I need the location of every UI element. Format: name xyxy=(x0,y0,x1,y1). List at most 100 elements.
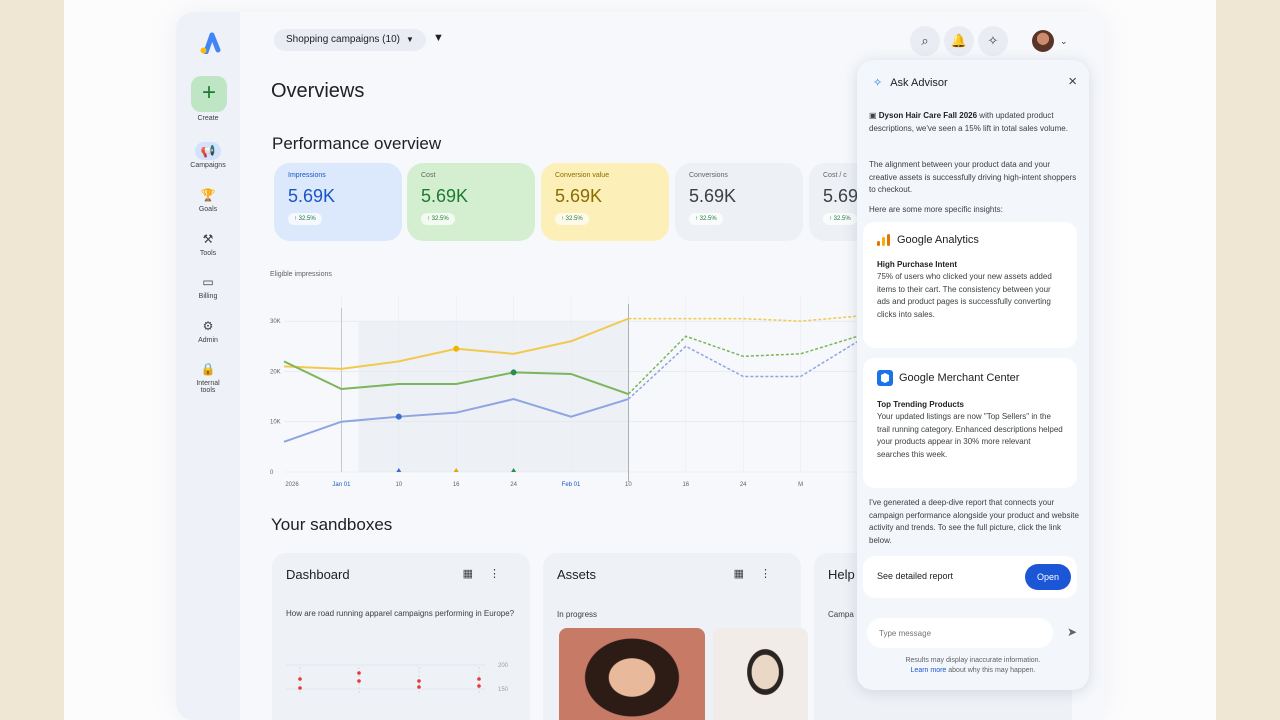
message-input[interactable] xyxy=(867,618,1053,648)
gear-icon: ⚙ xyxy=(202,319,214,333)
metric-value: 5.69K xyxy=(421,186,469,206)
x-tick-label: M xyxy=(798,482,803,488)
insight-card-google-analytics: Google Analytics High Purchase Intent 75… xyxy=(863,222,1077,348)
sandbox-card-dashboard[interactable]: Dashboard ▦⋮ How are road running appare… xyxy=(272,553,530,720)
chevron-down-icon[interactable]: ⌄ xyxy=(1060,35,1068,46)
plus-icon: + xyxy=(201,79,216,106)
close-icon[interactable]: × xyxy=(1068,73,1077,90)
mini-axis-label: 200 xyxy=(498,663,509,669)
sidebar-item-internal-tools[interactable]: 🔒 Internal tools xyxy=(176,360,240,394)
advisor-title: Ask Advisor xyxy=(890,77,948,89)
metric-label: Conversions xyxy=(689,172,728,179)
disclaimer-text: Results may display inaccurate informati… xyxy=(905,657,1041,664)
advisor-header: ✧ Ask Advisor xyxy=(873,76,948,89)
filter-icon[interactable]: ▼ xyxy=(433,32,444,44)
create-button[interactable]: + xyxy=(191,76,227,112)
metric-value: 5.69 xyxy=(823,186,859,206)
advisor-paragraph: The alignment between your product data … xyxy=(869,160,1077,194)
advisor-paragraph: Here are some more specific insights: xyxy=(869,205,1003,214)
sandbox-question: How are road running apparel campaigns p… xyxy=(286,609,515,618)
campaign-filter-label: Shopping campaigns (10) xyxy=(286,34,400,45)
metric-change: ↑ 32.5% xyxy=(689,213,723,225)
sandbox-card-title: Dashboard xyxy=(286,567,350,582)
insight-source: Google Analytics xyxy=(877,234,1063,246)
annotation-marker xyxy=(511,468,517,472)
campaign-filter-dropdown[interactable]: Shopping campaigns (10) ▼ xyxy=(274,29,426,51)
sidebar-item-goals[interactable]: 🏆 Goals xyxy=(176,186,240,213)
y-tick-label: 10K xyxy=(270,420,281,426)
sidebar-item-billing[interactable]: ▭ Billing xyxy=(176,273,240,300)
sidebar-item-campaigns[interactable]: 📢 Campaigns xyxy=(176,142,240,169)
chart-edit-icon[interactable]: ▦ xyxy=(733,568,760,580)
advisor-sparkle-icon[interactable]: ✧ xyxy=(978,26,1008,56)
more-vert-icon[interactable]: ⋮ xyxy=(489,568,516,580)
sandbox-card-actions: ▦⋮ xyxy=(734,567,787,580)
sidebar-item-label: Tools xyxy=(199,250,217,257)
metric-change: ↑ 32.5% xyxy=(421,213,455,225)
metric-value: 5.69K xyxy=(689,186,737,206)
advisor-intro-campaign: Dyson Hair Care Fall 2026 xyxy=(878,111,978,120)
metric-value: 5.69K xyxy=(555,186,603,206)
x-tick-label: Jan 01 xyxy=(332,482,351,488)
y-tick-label: 20K xyxy=(270,369,281,375)
x-tick-label: 10 xyxy=(625,482,632,488)
sidebar-item-label: Admin xyxy=(198,337,218,344)
asset-image-woman-portrait[interactable] xyxy=(559,628,705,720)
page-title: Overviews xyxy=(271,80,365,102)
sidebar-item-label-line2: tools xyxy=(200,387,216,394)
asset-image-sunglasses-portrait[interactable] xyxy=(713,628,808,720)
y-axis-label: Eligible impressions xyxy=(270,271,332,278)
sidebar-item-admin[interactable]: ⚙ Admin xyxy=(176,317,240,344)
chart-highlight-region xyxy=(358,321,629,472)
metric-label: Conversion value xyxy=(555,172,610,179)
advisor-intro-text: with updated product descriptions, we've… xyxy=(869,111,1068,133)
sidebar: + Create 📢 Campaigns 🏆 Goals ⚒ Tools ▭ B… xyxy=(176,12,240,720)
lock-icon: 🔒 xyxy=(200,362,216,376)
x-tick-label: 16 xyxy=(453,482,460,488)
send-icon[interactable]: ➤ xyxy=(1066,625,1077,639)
annotation-marker xyxy=(453,468,459,472)
metric-card-cost[interactable]: Cost 5.69K ↑ 32.5% xyxy=(407,163,535,241)
more-vert-icon[interactable]: ⋮ xyxy=(760,568,787,580)
merchant-center-icon xyxy=(877,370,893,386)
metric-card-impressions[interactable]: Impressions 5.69K ↑ 32.5% xyxy=(274,163,402,241)
x-tick-label: 16 xyxy=(682,482,689,488)
insight-body: 75% of users who clicked your new assets… xyxy=(877,272,1052,319)
sidebar-item-tools[interactable]: ⚒ Tools xyxy=(176,230,240,257)
series-point xyxy=(453,345,460,352)
series-line xyxy=(283,360,629,396)
performance-line-chart: Eligible impressions 30K 20K 10K 0 2026 Jan 01… xyxy=(270,271,858,488)
search-icon[interactable]: ⌕ xyxy=(910,26,940,56)
report-label: See detailed report xyxy=(877,571,954,581)
sandbox-card-title: Assets xyxy=(557,567,597,582)
insight-body: Your updated listings are now "Top Selle… xyxy=(877,412,1063,459)
avatar[interactable] xyxy=(1032,30,1054,52)
series-line-projected xyxy=(628,315,858,322)
insight-heading: Top Trending Products xyxy=(877,400,964,409)
learn-more-link[interactable]: Learn more xyxy=(910,667,947,674)
sandbox-card-assets[interactable]: Assets ▦⋮ In progress xyxy=(543,553,808,720)
sandbox-status: In progress xyxy=(557,610,598,619)
open-report-button[interactable]: Open xyxy=(1025,564,1071,590)
sidebar-item-label: Internal xyxy=(196,380,220,387)
y-tick-label: 30K xyxy=(270,319,281,325)
chart-edit-icon[interactable]: ▦ xyxy=(462,568,489,580)
sidebar-item-label: Billing xyxy=(198,293,218,300)
advisor-summary: I've generated a deep-dive report that c… xyxy=(869,498,1079,545)
metric-card-conversions[interactable]: Conversions 5.69K ↑ 32.5% xyxy=(675,163,803,241)
mini-chart: 200 150 xyxy=(286,663,509,693)
insight-card-google-merchant-center: Google Merchant Center Top Trending Prod… xyxy=(863,358,1077,488)
sidebar-item-label: Campaigns xyxy=(190,162,226,169)
series-point xyxy=(510,369,517,376)
detailed-report-row: See detailed report Open xyxy=(863,556,1077,598)
sandbox-card-title: Help xyxy=(828,567,855,582)
card-icon: ▭ xyxy=(202,275,214,289)
insight-source-label: Google Analytics xyxy=(897,234,979,246)
x-tick-label: 10 xyxy=(395,482,402,488)
y-tick-label: 0 xyxy=(270,470,274,476)
tools-icon: ⚒ xyxy=(202,232,214,246)
bell-icon[interactable]: 🔔 xyxy=(944,26,974,56)
metric-card-conversion-value[interactable]: Conversion value 5.69K ↑ 32.5% xyxy=(541,163,669,241)
google-ads-logo xyxy=(200,32,221,54)
series-point xyxy=(395,413,402,420)
